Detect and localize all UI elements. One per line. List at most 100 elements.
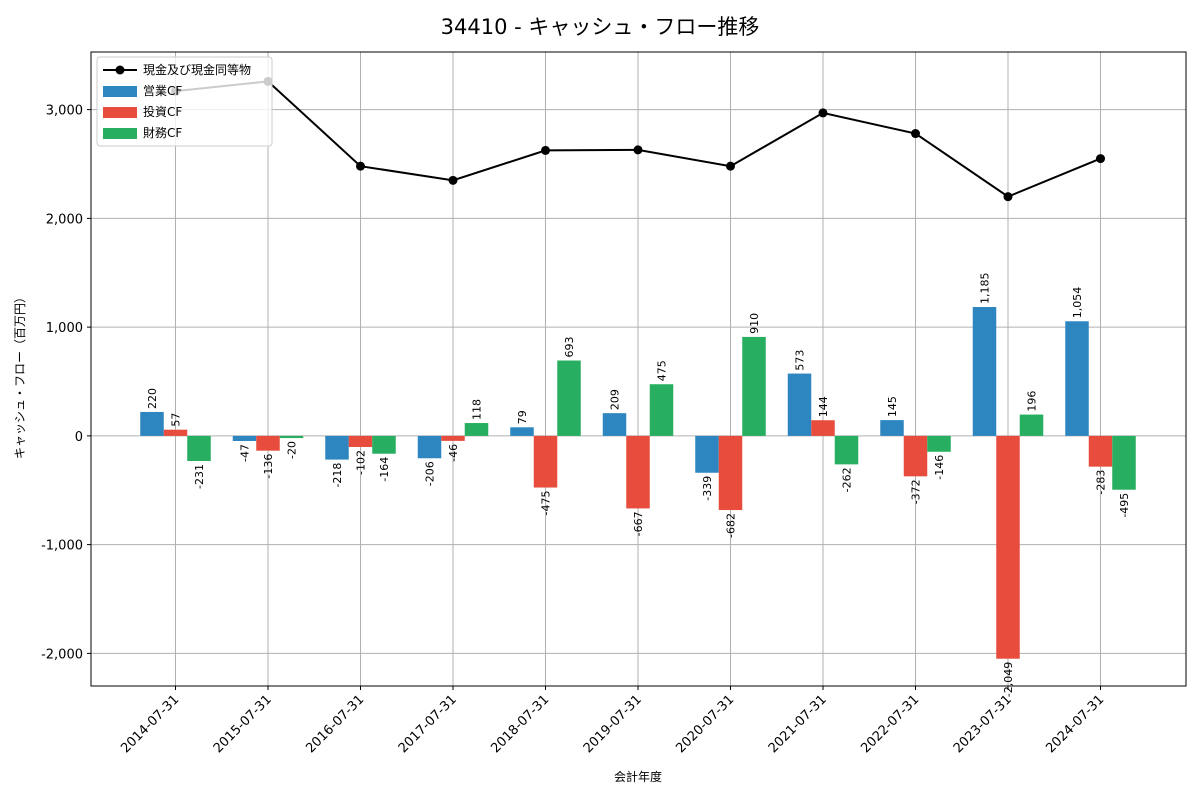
bar-営業CF (140, 411, 164, 436)
bar-value-label: 144 (817, 396, 830, 417)
bar-財務CF (464, 423, 489, 436)
cash-point (541, 145, 550, 155)
bar-value-label: 220 (146, 388, 159, 409)
bar-value-label: -231 (193, 464, 206, 489)
x-axis-title: 会計年度 (614, 769, 662, 784)
data-labels: 220 -47 -218 -206 79 209 -339 573 145 1,185 1,054 5… (146, 273, 1131, 698)
x-tick-label: 2016-07-31 (303, 692, 367, 756)
bar-財務CF (649, 384, 674, 436)
bar-財務CF (279, 435, 304, 439)
bar-営業CF (787, 373, 812, 436)
x-tick-label: 2024-07-31 (1043, 692, 1107, 756)
bar-財務CF (372, 435, 396, 454)
bar-財務CF (742, 336, 766, 436)
bar-投資CF (441, 435, 465, 441)
legend-label: 投資CF (143, 104, 182, 119)
bar-営業CF (1065, 321, 1089, 436)
bar-value-label: 475 (656, 360, 669, 381)
bar-営業CF (417, 435, 442, 459)
bar-投資CF (533, 435, 558, 488)
x-tick-label: 2014-07-31 (118, 692, 182, 756)
bar-value-label: 693 (563, 337, 576, 358)
legend-label: 現金及び現金同等物 (143, 62, 251, 77)
legend-label: 財務CF (143, 125, 182, 140)
bar-投資CF (348, 435, 373, 447)
bar-投資CF (256, 435, 280, 451)
y-tick-label: 0 (75, 430, 83, 445)
grid-lines (91, 52, 1186, 686)
cash-point (1003, 192, 1013, 202)
bar-value-label: -136 (262, 454, 275, 479)
bar-value-label: 573 (794, 350, 807, 371)
x-tick-label: 2023-07-31 (951, 692, 1015, 756)
legend-box (96, 56, 273, 147)
bar-財務CF (1019, 414, 1044, 436)
y-tick-label: 1,000 (46, 321, 83, 336)
x-tick-label: 2017-07-31 (396, 692, 460, 756)
bar-series (140, 307, 1136, 659)
legend-label: 営業CF (143, 84, 182, 98)
x-tick-label: 2021-07-31 (766, 692, 830, 756)
bar-value-label: -164 (378, 457, 391, 482)
plot-frame (90, 51, 1187, 687)
bar-投資CF (903, 435, 928, 477)
bar-value-label: 118 (471, 399, 484, 420)
bar-value-label: -475 (540, 491, 553, 516)
cash-point (818, 108, 828, 118)
y-tick-label: -2,000 (41, 647, 83, 662)
legend-bar-swatch (103, 86, 137, 97)
bar-財務CF (557, 360, 581, 436)
bar-営業CF (510, 427, 534, 436)
bar-value-label: -46 (447, 444, 460, 462)
bar-value-label: -495 (1118, 493, 1131, 518)
bar-value-label: -339 (701, 476, 714, 501)
bar-営業CF (972, 307, 997, 436)
bar-value-label: 910 (748, 313, 761, 334)
bar-value-label: -283 (1095, 470, 1108, 495)
bar-value-label: -372 (910, 479, 923, 504)
x-tick-label: 2022-07-31 (858, 692, 922, 756)
x-tick-label: 2019-07-31 (581, 692, 645, 756)
bar-営業CF (232, 435, 257, 441)
bar-投資CF (811, 420, 835, 436)
cash-point (356, 161, 365, 171)
bar-営業CF (325, 435, 349, 460)
cash-point (726, 161, 735, 171)
y-tick-label: 3,000 (46, 104, 83, 119)
bar-value-label: -2,049 (1002, 662, 1015, 697)
bar-営業CF (602, 413, 627, 436)
bar-value-label: 145 (886, 396, 899, 417)
y-tick-label: -1,000 (41, 539, 83, 554)
bar-投資CF (996, 435, 1020, 659)
bar-value-label: 1,054 (1071, 287, 1084, 319)
bar-営業CF (695, 435, 719, 473)
bar-value-label: 79 (516, 410, 529, 424)
bar-value-label: -262 (841, 467, 854, 492)
bar-財務CF (927, 435, 951, 452)
cash-point (448, 175, 458, 185)
legend-bar-swatch (103, 107, 137, 118)
legend-bar-swatch (103, 128, 137, 139)
bar-財務CF (187, 435, 211, 462)
bar-営業CF (880, 420, 904, 436)
y-axis-title: キャッシュ・フロー（百万円） (13, 291, 27, 459)
cash-point (633, 145, 643, 155)
legend-marker (115, 65, 125, 75)
bar-value-label: -667 (632, 511, 645, 536)
bar-財務CF (1112, 435, 1136, 490)
bar-value-label: -20 (286, 441, 299, 459)
x-tick-label: 2020-07-31 (673, 692, 737, 756)
cash-point (911, 129, 920, 139)
bar-value-label: 196 (1026, 391, 1039, 412)
x-tick-label: 2018-07-31 (488, 692, 552, 756)
bar-投資CF (626, 435, 650, 509)
bar-投資CF (1088, 435, 1113, 467)
x-tick-label: 2015-07-31 (211, 692, 275, 756)
cash-point (1096, 154, 1105, 164)
bar-投資CF (163, 429, 188, 436)
chart-title: 34410 - キャッシュ・フロー推移 (441, 15, 760, 39)
bar-value-label: -102 (355, 450, 368, 475)
bar-財務CF (834, 435, 859, 465)
